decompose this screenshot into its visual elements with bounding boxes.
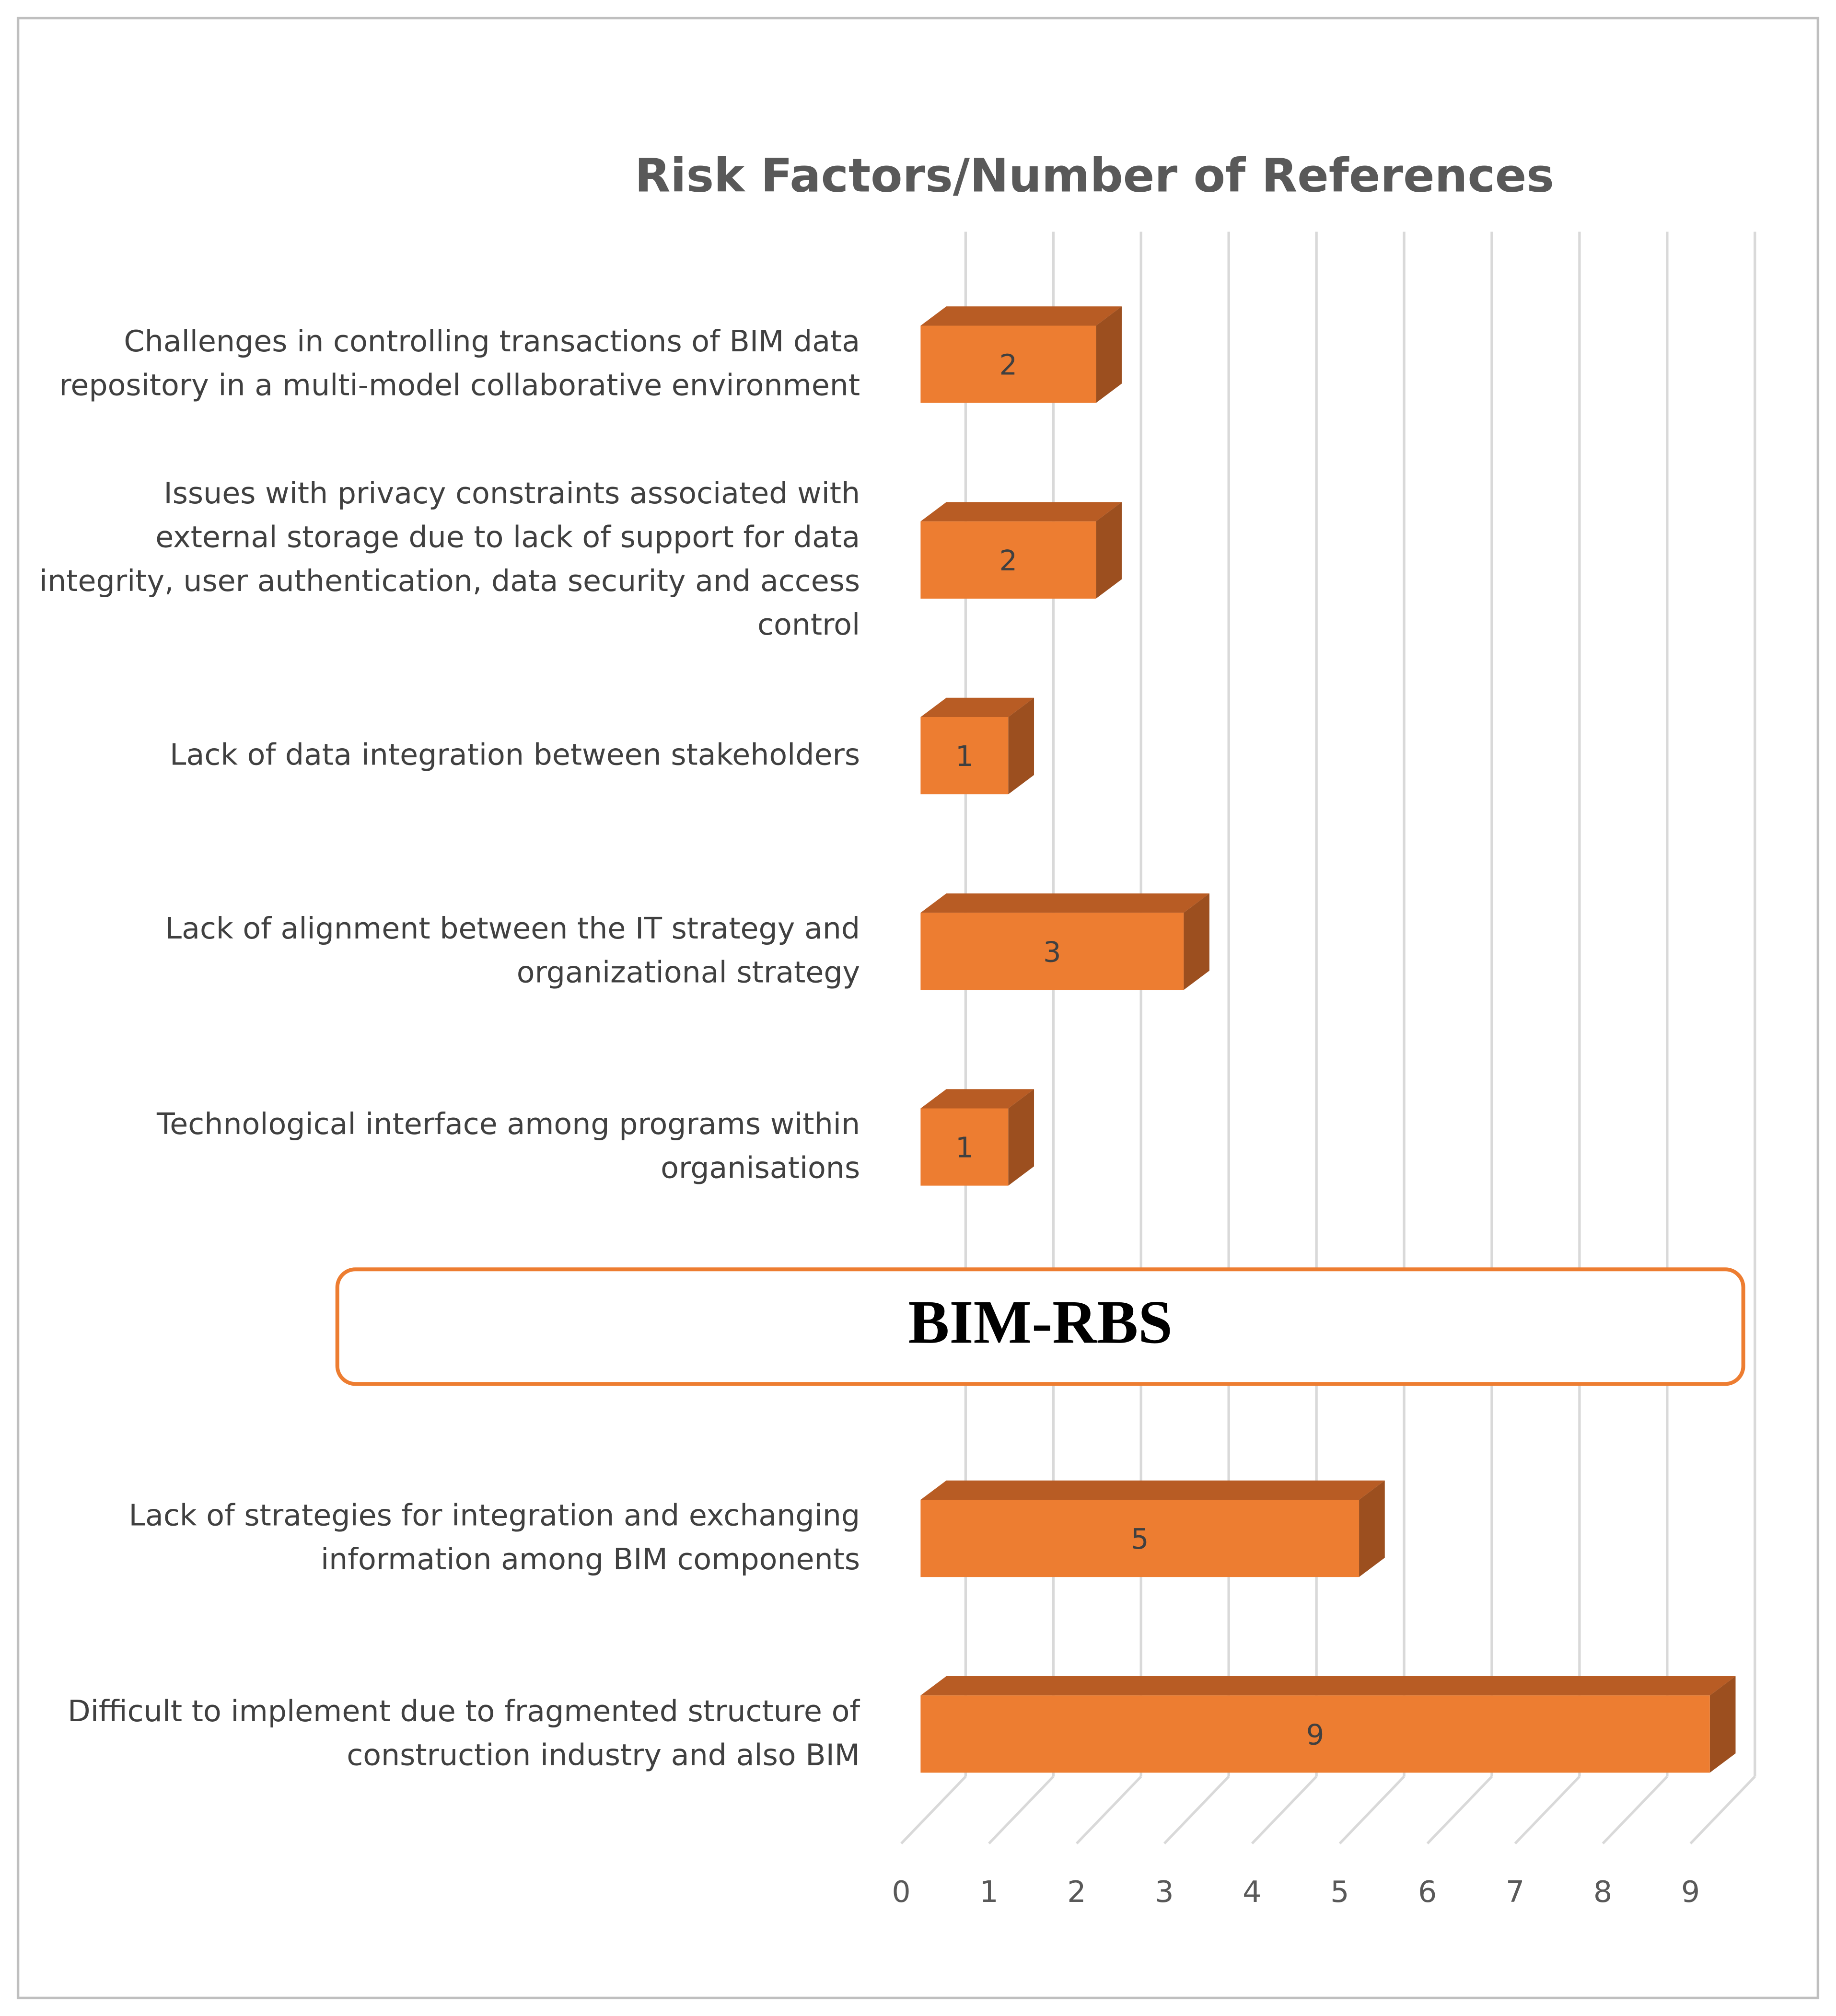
x-tick-label: 1 (979, 1875, 998, 1909)
bar (920, 1108, 1009, 1186)
data-label: 2 (999, 544, 1018, 577)
bar-top (920, 1089, 1034, 1109)
x-tick-label: 2 (1067, 1875, 1086, 1909)
data-label: 9 (1306, 1718, 1325, 1751)
y-tick-label: Issues with privacy constraints associat… (39, 477, 860, 643)
y-tick-label-box: Technological interface among programs w… (157, 1108, 860, 1186)
annotation-box (335, 1267, 1745, 1386)
x-tick-label: 4 (1243, 1875, 1261, 1909)
annotation: BIM-RBS (908, 1287, 1173, 1356)
floor-line (1251, 1775, 1318, 1844)
floor-line (1076, 1775, 1142, 1844)
x-tick-label: 5 (1330, 1875, 1349, 1909)
y-tick-label-box: Lack of data integration between stakeho… (170, 739, 860, 773)
bar-top (920, 502, 1122, 521)
x-tick-label: 9 (1681, 1875, 1700, 1909)
floor-line (1338, 1775, 1405, 1844)
data-label: 3 (1043, 935, 1061, 968)
y-tick-label-box: Challenges in controlling transactions o… (59, 325, 860, 403)
y-tick-label-box: Lack of alignment between the IT strateg… (165, 913, 860, 990)
bar (920, 1499, 1360, 1577)
floor-line (900, 1775, 967, 1844)
floor-line (1514, 1775, 1580, 1844)
y-tick-label-box: Issues with privacy constraints associat… (39, 477, 860, 643)
bar (920, 325, 1096, 403)
bar-side (1008, 1089, 1034, 1186)
bar (920, 913, 1184, 990)
bar-top (920, 893, 1209, 913)
floor-line (988, 1775, 1055, 1844)
y-tick-label: Lack of data integration between stakeho… (170, 739, 860, 773)
bar-side (1096, 306, 1122, 403)
bar-side (1184, 893, 1209, 990)
chart-title: Risk Factors/Number of References (635, 149, 1554, 203)
data-label: 1 (955, 1131, 974, 1164)
chart-border (16, 16, 1820, 2000)
floor-line (1426, 1775, 1493, 1844)
y-tick-label: Lack of alignment between the IT strateg… (165, 913, 860, 990)
floor-line (1602, 1775, 1668, 1844)
bar (920, 717, 1009, 795)
bar-side (1359, 1480, 1385, 1577)
bar-top (920, 1480, 1385, 1500)
x-tick-label: 0 (892, 1875, 910, 1909)
y-tick-label: Technological interface among programs w… (157, 1108, 860, 1186)
bar-side (1096, 502, 1122, 599)
y-tick-label: Lack of strategies for integration and e… (128, 1499, 860, 1577)
floor-line (1163, 1775, 1230, 1844)
y-tick-label: Challenges in controlling transactions o… (59, 325, 860, 403)
bar-side (1008, 697, 1034, 795)
bar-top (920, 306, 1122, 326)
x-tick-label: 7 (1506, 1875, 1524, 1909)
y-tick-label-box: Lack of strategies for integration and e… (128, 1499, 860, 1577)
marks: Challenges in controlling transactions o… (39, 306, 1736, 1773)
bar (920, 521, 1096, 599)
bar-top (920, 697, 1034, 718)
bar-top (920, 1676, 1736, 1696)
x-tick-label: 3 (1155, 1875, 1174, 1909)
bar-side (1709, 1676, 1736, 1773)
data-label: 5 (1131, 1522, 1149, 1555)
bar (920, 1695, 1710, 1773)
data-label: 1 (955, 740, 974, 773)
y-tick-label-box: Difficult to implement due to fragmented… (68, 1695, 860, 1773)
y-tick-label: Difficult to implement due to fragmented… (68, 1695, 860, 1773)
x-tick-label: 8 (1593, 1875, 1612, 1909)
floor-line (1689, 1775, 1756, 1844)
data-label: 2 (999, 348, 1018, 382)
x-tick-label: 6 (1418, 1875, 1437, 1909)
